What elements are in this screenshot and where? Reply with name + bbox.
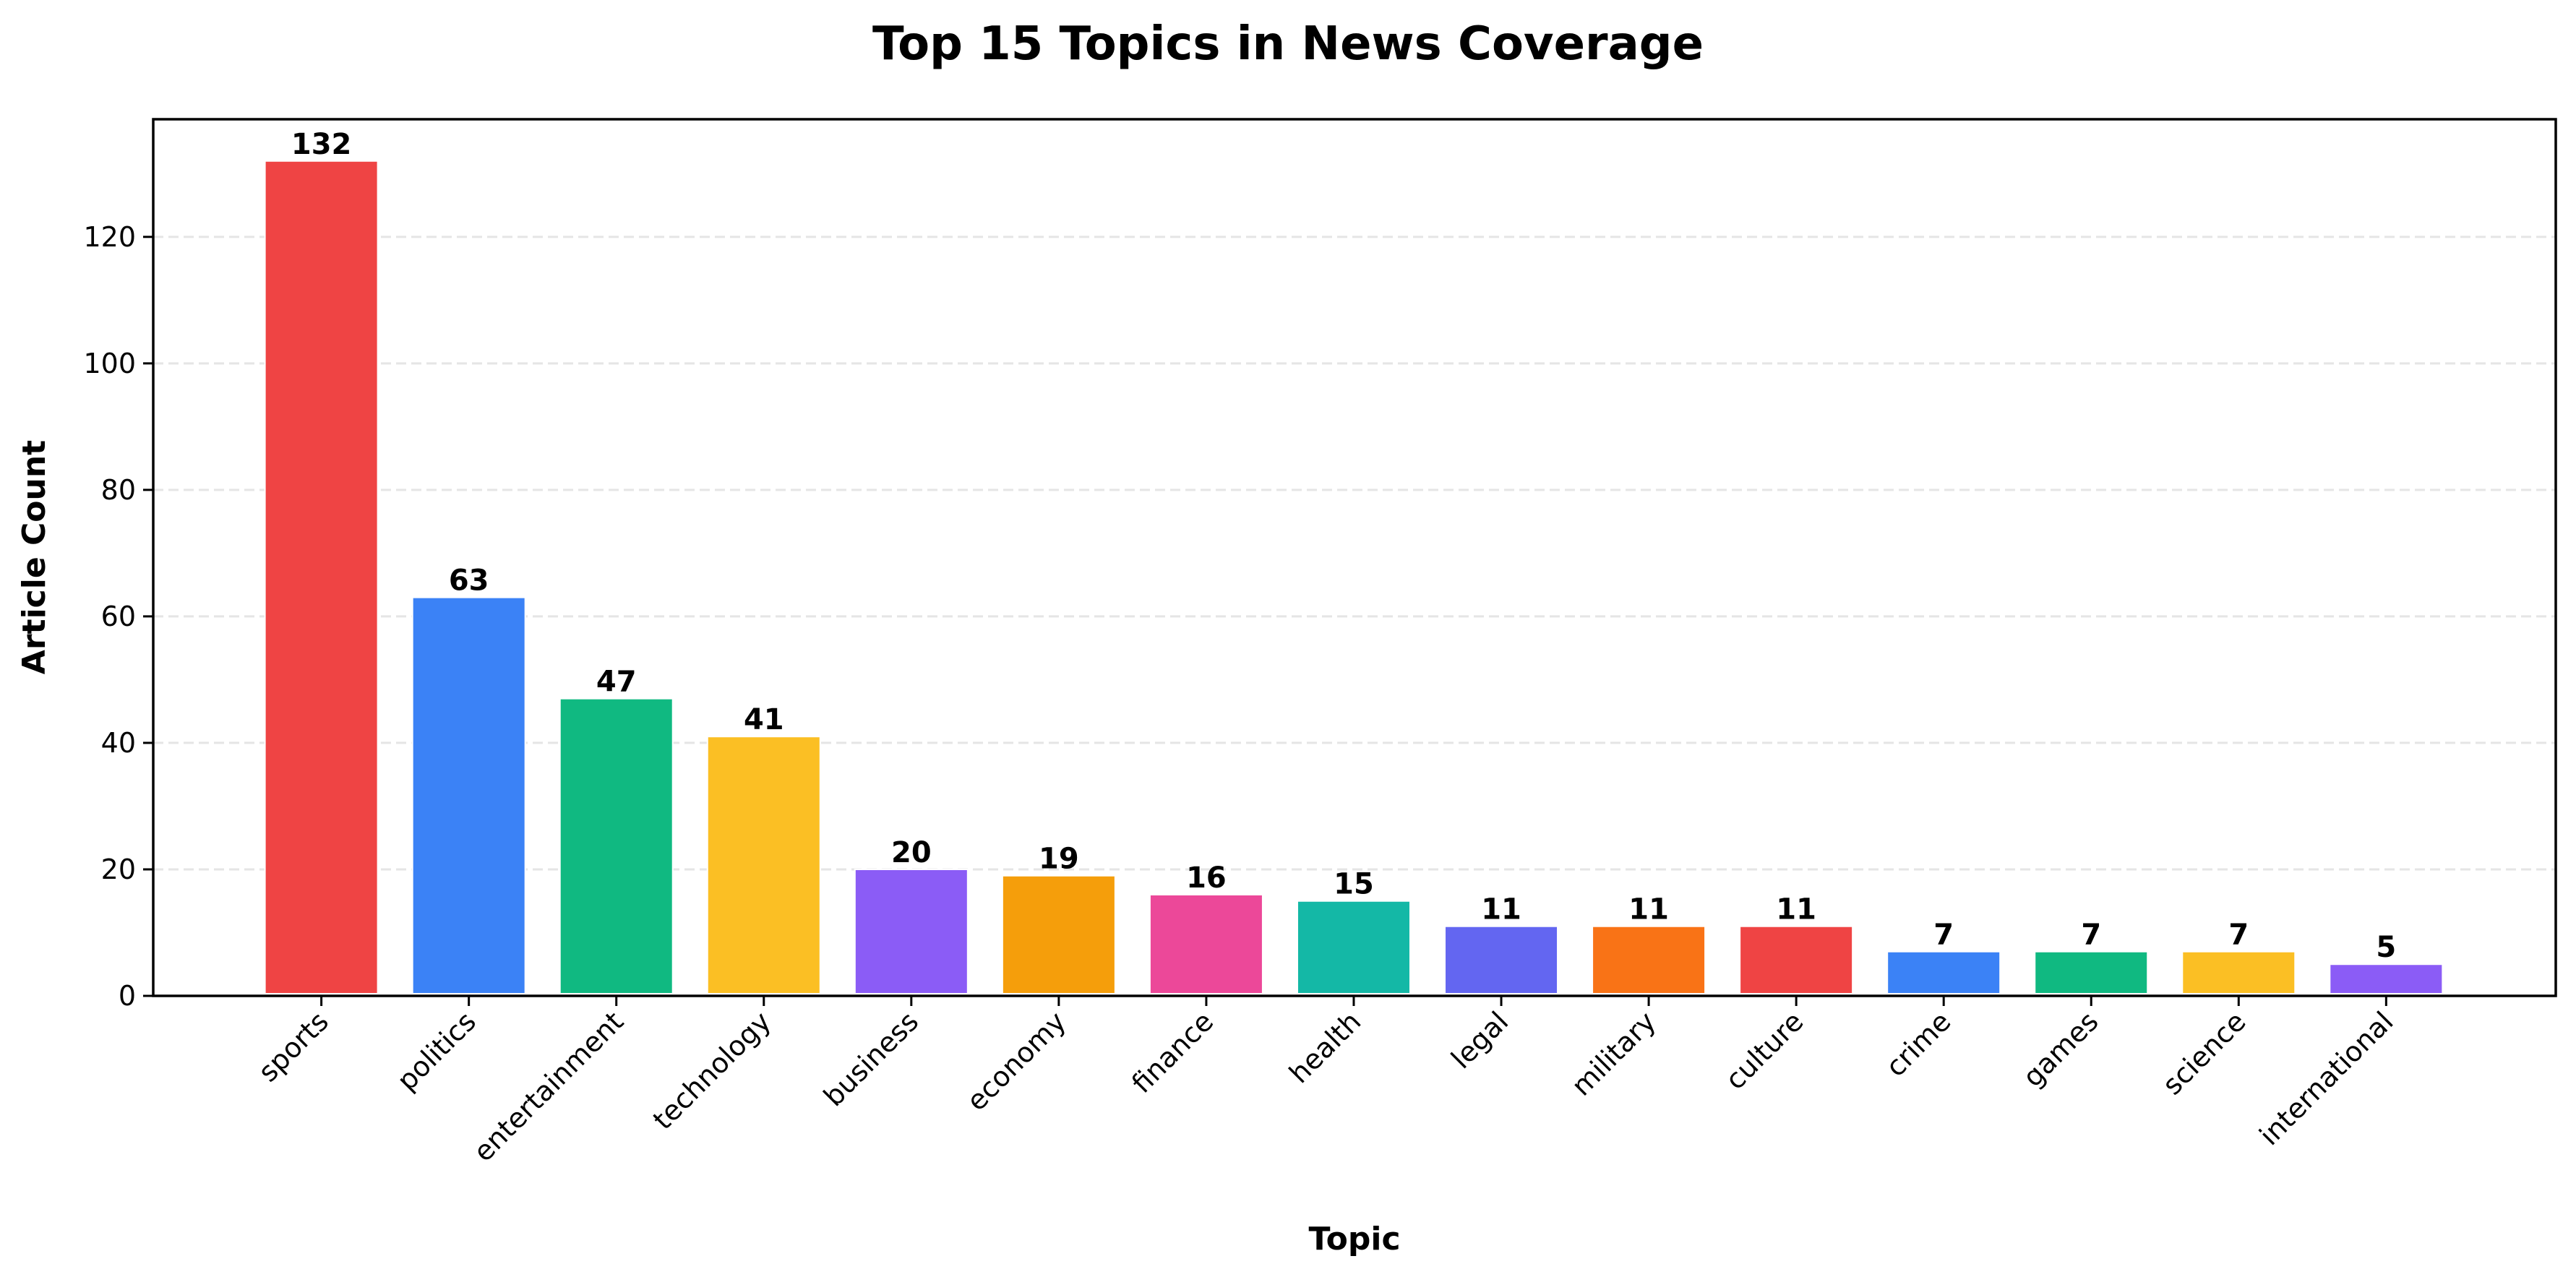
x-tick-label: science: [2156, 1005, 2251, 1101]
bars: [264, 160, 2444, 995]
x-tick-label: entertainment: [468, 1005, 630, 1168]
x-tick-label: finance: [1125, 1005, 1219, 1099]
x-tick-label: health: [1283, 1005, 1367, 1089]
value-label: 15: [1334, 868, 1374, 901]
value-label: 132: [291, 128, 352, 161]
y-tick-label: 60: [101, 601, 136, 632]
bar-finance: [1149, 893, 1263, 995]
bar-crime: [1886, 950, 2001, 995]
value-label: 7: [1933, 919, 1954, 952]
bar-health: [1296, 900, 1411, 994]
bar-science: [2181, 950, 2296, 995]
x-tick-label: culture: [1720, 1005, 1810, 1096]
value-label: 41: [744, 703, 784, 736]
y-tick-label: 0: [119, 980, 136, 1012]
value-label: 20: [891, 836, 932, 869]
bar-politics: [411, 596, 526, 994]
value-label: 11: [1776, 893, 1816, 926]
value-label: 16: [1186, 861, 1227, 895]
x-tick-label: legal: [1445, 1005, 1514, 1075]
x-tick-label: sports: [252, 1005, 335, 1088]
x-tick-label: technology: [647, 1005, 777, 1135]
y-axis-ticks: 0 20 40 60 80 100 120: [83, 221, 153, 1012]
value-label: 7: [2228, 919, 2249, 952]
bar-military: [1592, 925, 1706, 994]
bar-international: [2329, 963, 2444, 994]
value-label: 5: [2376, 931, 2396, 964]
y-tick-label: 40: [101, 727, 136, 759]
y-tick-label: 120: [83, 221, 136, 253]
grid-lines: [153, 236, 2556, 871]
y-tick-label: 100: [83, 348, 136, 379]
bar-entertainment: [559, 697, 674, 994]
bar-games: [2034, 950, 2149, 995]
bar-culture: [1739, 925, 1854, 994]
value-label: 63: [449, 564, 489, 598]
value-label: 47: [596, 666, 637, 699]
y-tick-label: 20: [101, 854, 136, 885]
bar-sports: [264, 160, 379, 994]
x-tick-label: business: [817, 1005, 924, 1112]
bar-business: [854, 868, 969, 994]
value-label: 7: [2081, 919, 2101, 952]
x-axis-label: Topic: [1308, 1221, 1400, 1257]
x-tick-label: politics: [391, 1005, 482, 1096]
value-label: 11: [1481, 893, 1521, 926]
x-tick-label: military: [1566, 1005, 1662, 1102]
x-tick-label: crime: [1879, 1005, 1957, 1083]
chart-title: Top 15 Topics in News Coverage: [872, 17, 1704, 71]
y-tick-label: 80: [101, 474, 136, 506]
bar-technology: [706, 736, 821, 994]
value-label: 19: [1039, 843, 1079, 876]
x-tick-label: games: [2017, 1005, 2104, 1093]
bar-economy: [1001, 874, 1116, 994]
x-tick-label: international: [2254, 1005, 2400, 1151]
value-labels: 132 63 47 41 20 19 16 15 11 11 11 7 7 7 5: [291, 128, 2396, 964]
y-axis-label: Article Count: [16, 440, 53, 674]
value-label: 11: [1628, 893, 1669, 926]
bar-legal: [1444, 925, 1559, 994]
x-tick-label: economy: [961, 1005, 1072, 1117]
